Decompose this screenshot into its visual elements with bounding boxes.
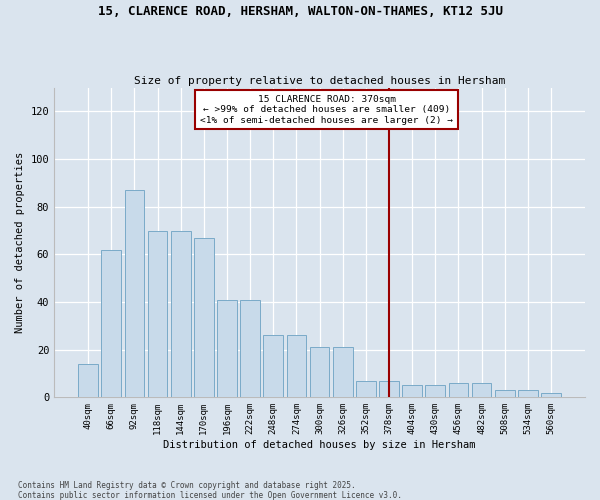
Bar — [263, 336, 283, 398]
Bar — [241, 300, 260, 398]
Bar — [425, 386, 445, 398]
Bar — [287, 336, 306, 398]
Y-axis label: Number of detached properties: Number of detached properties — [15, 152, 25, 333]
Bar — [125, 190, 144, 398]
Bar — [194, 238, 214, 398]
Text: Contains HM Land Registry data © Crown copyright and database right 2025.
Contai: Contains HM Land Registry data © Crown c… — [18, 480, 402, 500]
Text: 15 CLARENCE ROAD: 370sqm
← >99% of detached houses are smaller (409)
<1% of semi: 15 CLARENCE ROAD: 370sqm ← >99% of detac… — [200, 95, 453, 124]
Bar — [171, 230, 191, 398]
Bar — [333, 348, 353, 398]
Bar — [403, 386, 422, 398]
Bar — [310, 348, 329, 398]
Bar — [78, 364, 98, 398]
Bar — [495, 390, 515, 398]
Bar — [101, 250, 121, 398]
Title: Size of property relative to detached houses in Hersham: Size of property relative to detached ho… — [134, 76, 505, 86]
Bar — [472, 383, 491, 398]
Bar — [217, 300, 237, 398]
Bar — [518, 390, 538, 398]
Bar — [541, 392, 561, 398]
Text: 15, CLARENCE ROAD, HERSHAM, WALTON-ON-THAMES, KT12 5JU: 15, CLARENCE ROAD, HERSHAM, WALTON-ON-TH… — [97, 5, 503, 18]
Bar — [356, 380, 376, 398]
X-axis label: Distribution of detached houses by size in Hersham: Distribution of detached houses by size … — [163, 440, 476, 450]
Bar — [148, 230, 167, 398]
Bar — [379, 380, 399, 398]
Bar — [449, 383, 468, 398]
